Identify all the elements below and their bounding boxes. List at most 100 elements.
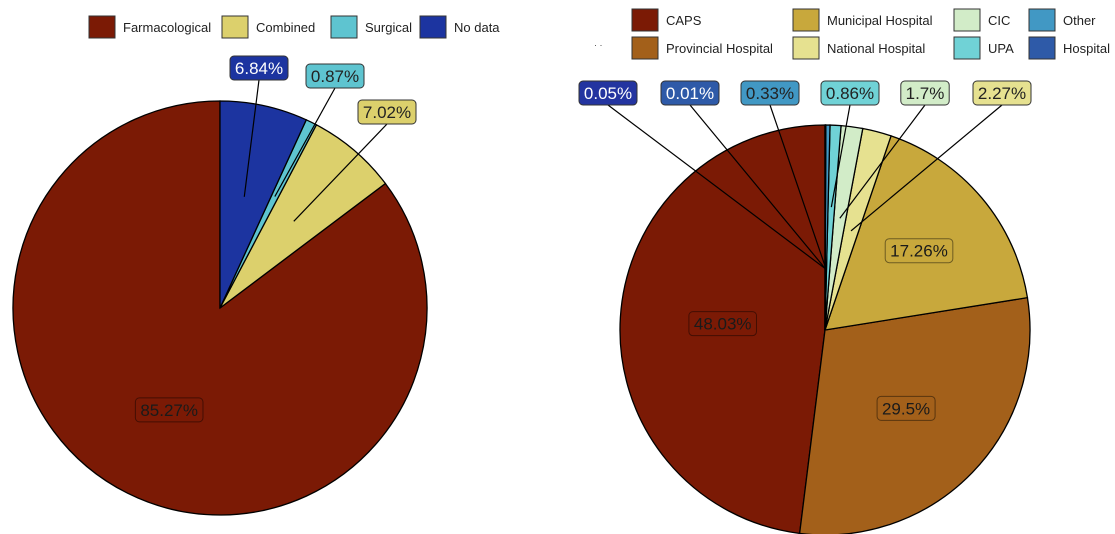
pie-chart-treatment: 85.27% 7.02%0.87% 6.84% Farmacological Combi…	[12, 15, 500, 516]
leader-lines	[607, 104, 1003, 269]
data-label-combined: 7.02%	[357, 99, 417, 125]
data-label-surgical-text: 0.87%	[311, 67, 359, 86]
legend-item-national-hospital: National Hospital	[792, 36, 925, 60]
data-label-no-data: 6.84%	[229, 55, 289, 81]
legend-label-combined: Combined	[256, 20, 315, 35]
leader-lines	[243, 79, 388, 222]
leader-line-national-hospital	[850, 104, 1003, 232]
legend-item-upa: UPA	[953, 36, 1014, 60]
pie-slices	[619, 124, 1031, 534]
data-label-provincial-hospital: 29.5%	[876, 395, 936, 421]
legend-swatch-national-hospital	[792, 36, 820, 60]
data-labels: 48.03% 29.5% 17.26% 2.27% 1.7% 0.86% 0.33% 0.01…	[578, 80, 1032, 421]
data-label-extra: 0.05%	[578, 80, 638, 106]
legend-swatch-combined	[221, 15, 249, 39]
data-label-farmacological-box	[134, 397, 204, 423]
data-labels: 85.27% 7.02%0.87% 6.84%	[134, 55, 417, 423]
stray-mark: · ·	[594, 40, 603, 50]
data-label-upa-text: 0.86%	[826, 84, 874, 103]
data-label-caps: 48.03%	[688, 311, 757, 337]
data-label-other-box	[740, 80, 800, 106]
data-label-surgical: 0.87%	[305, 63, 365, 89]
leader-line-extra	[607, 104, 826, 269]
legend-swatch-no-data	[419, 15, 447, 39]
legend-item-cic: CIC	[953, 8, 1010, 32]
data-label-extra-box	[578, 80, 638, 106]
data-label-extra-text: 0.05%	[584, 84, 632, 103]
data-label-combined-text: 7.02%	[363, 103, 411, 122]
leader-line-hospital	[689, 104, 826, 269]
legend-item-provincial-hospital: Provincial Hospital	[631, 36, 773, 60]
data-label-no-data-box	[229, 55, 289, 81]
data-label-surgical-box	[305, 63, 365, 89]
data-label-hospital: 0.01%	[660, 80, 720, 106]
data-label-upa: 0.86%	[820, 80, 880, 106]
legend-item-surgical: Surgical	[330, 15, 412, 39]
data-label-municipal-hospital-text: 17.26%	[890, 242, 948, 261]
legend-label-provincial-hospital: Provincial Hospital	[666, 41, 773, 56]
legend-item-farmacological: Farmacological	[88, 15, 211, 39]
data-label-farmacological-text: 85.27%	[140, 401, 198, 420]
data-label-provincial-hospital-box	[876, 395, 936, 421]
data-label-caps-box	[688, 311, 757, 337]
data-label-combined-box	[357, 99, 417, 125]
data-label-cic: 1.7%	[900, 80, 950, 106]
leader-line-other	[769, 104, 827, 269]
data-label-national-hospital-text: 2.27%	[978, 84, 1026, 103]
leader-line-combined	[293, 123, 388, 222]
leader-line-no-data	[243, 79, 260, 197]
legend-swatch-provincial-hospital	[631, 36, 659, 60]
data-label-no-data-text: 6.84%	[235, 59, 283, 78]
legend-label-other: Other	[1063, 13, 1096, 28]
data-label-provincial-hospital-text: 29.5%	[882, 399, 930, 418]
slice-municipal-hospital	[824, 135, 1029, 331]
data-label-upa-box	[820, 80, 880, 106]
slice-farmacological	[12, 100, 428, 516]
slice-extra	[824, 124, 827, 331]
legend-label-surgical: Surgical	[365, 20, 412, 35]
legend-swatch-farmacological	[88, 15, 116, 39]
data-label-national-hospital-box	[972, 80, 1032, 106]
legend-swatch-municipal-hospital	[792, 8, 820, 32]
leader-line-cic	[839, 104, 926, 219]
legend-label-cic: CIC	[988, 13, 1010, 28]
data-label-other-text: 0.33%	[746, 84, 794, 103]
pie-slices	[12, 100, 428, 516]
leader-line-upa	[830, 104, 851, 208]
slice-no-data	[219, 100, 308, 309]
legend-item-no-data: No data	[419, 15, 500, 39]
legend-label-caps: CAPS	[666, 13, 702, 28]
legend-label-hospital: Hospital	[1063, 41, 1110, 56]
data-label-cic-text: 1.7%	[906, 84, 945, 103]
legend-label-municipal-hospital: Municipal Hospital	[827, 13, 933, 28]
legend-item-municipal-hospital: Municipal Hospital	[792, 8, 933, 32]
legend-swatch-hospital	[1028, 36, 1056, 60]
data-label-other: 0.33%	[740, 80, 800, 106]
data-label-cic-box	[900, 80, 950, 106]
legend-item-combined: Combined	[221, 15, 315, 39]
legend-swatch-caps	[631, 8, 659, 32]
legend-label-no-data: No data	[454, 20, 500, 35]
legend-item-other: Other	[1028, 8, 1096, 32]
legend-item-hospital: Hospital	[1028, 36, 1110, 60]
data-label-municipal-hospital: 17.26%	[884, 238, 954, 264]
data-label-caps-text: 48.03%	[694, 315, 752, 334]
legend: CAPS Provincial Hospital Municipal Hospita…	[631, 8, 1110, 60]
legend-swatch-upa	[953, 36, 981, 60]
pie-chart-facility: 48.03% 29.5% 17.26% 2.27% 1.7% 0.86% 0.33% 0.01…	[578, 8, 1110, 534]
data-label-farmacological: 85.27%	[134, 397, 204, 423]
data-label-hospital-text: 0.01%	[666, 84, 714, 103]
legend-label-national-hospital: National Hospital	[827, 41, 925, 56]
legend-swatch-surgical	[330, 15, 358, 39]
legend-label-farmacological: Farmacological	[123, 20, 211, 35]
leader-line-surgical	[274, 87, 336, 197]
data-label-hospital-box	[660, 80, 720, 106]
legend-label-upa: UPA	[988, 41, 1014, 56]
legend-item-caps: CAPS	[631, 8, 702, 32]
legend-swatch-other	[1028, 8, 1056, 32]
legend: Farmacological Combined Surgical No data	[88, 15, 500, 39]
legend-swatch-cic	[953, 8, 981, 32]
data-label-municipal-hospital-box	[884, 238, 954, 264]
data-label-national-hospital: 2.27%	[972, 80, 1032, 106]
